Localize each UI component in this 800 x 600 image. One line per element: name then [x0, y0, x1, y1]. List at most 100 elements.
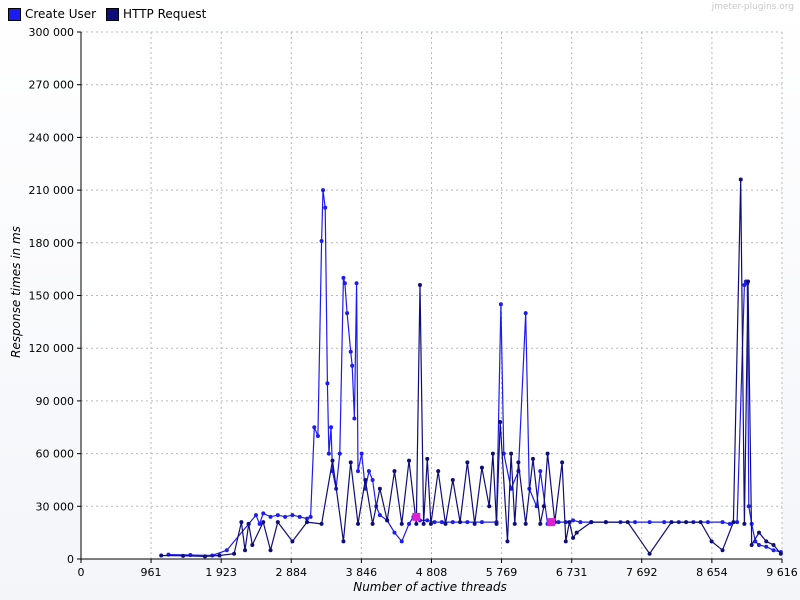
data-point [363, 477, 368, 482]
y-tick-label: 0 [67, 553, 74, 566]
data-point [261, 520, 266, 525]
data-point [578, 520, 583, 525]
data-point [560, 460, 565, 465]
data-point [356, 469, 361, 474]
data-point [330, 458, 335, 463]
data-point [342, 281, 347, 286]
data-point [589, 520, 594, 525]
data-point [746, 504, 751, 509]
y-tick-label: 60 000 [36, 448, 75, 461]
data-point [742, 282, 747, 287]
x-tick-label: 961 [141, 566, 162, 579]
legend-swatch-http-request [106, 7, 120, 21]
data-point [432, 520, 437, 525]
x-axis-label: Number of active threads [353, 580, 507, 594]
data-point [538, 469, 543, 474]
grid [80, 31, 783, 560]
data-point [421, 521, 426, 526]
data-point [764, 539, 769, 544]
data-point [366, 469, 371, 474]
y-tick-label: 180 000 [29, 237, 75, 250]
data-point [337, 451, 342, 456]
series-http-request [159, 177, 783, 559]
data-point [283, 514, 288, 519]
data-point [742, 521, 747, 526]
annotation-marker [547, 518, 556, 527]
data-point [756, 542, 761, 547]
data-point [647, 551, 652, 556]
axes: 0 30 000 60 000 90 000 120 000 150 000 180 000… [29, 26, 798, 579]
data-point [567, 520, 572, 525]
y-axis-label: Response times in ms [9, 226, 23, 358]
data-point [450, 477, 455, 482]
data-point [669, 520, 674, 525]
data-point [756, 530, 761, 535]
data-point [304, 520, 309, 525]
data-point [341, 539, 346, 544]
data-point [458, 520, 463, 525]
data-point [202, 554, 207, 559]
data-point [746, 279, 751, 284]
data-point [246, 521, 251, 526]
data-point [275, 520, 280, 525]
data-point [407, 521, 412, 526]
data-point [465, 520, 470, 525]
data-point [727, 521, 732, 526]
data-point [479, 520, 484, 525]
data-point [217, 553, 222, 558]
data-point [505, 539, 510, 544]
legend-item-http-request: HTTP Request [106, 7, 206, 21]
data-point [348, 460, 353, 465]
data-point [250, 542, 255, 547]
data-point [370, 477, 375, 482]
data-point [720, 520, 725, 525]
series-layer [159, 177, 783, 559]
data-point [731, 520, 736, 525]
data-point [479, 465, 484, 470]
data-point [425, 456, 430, 461]
data-point [545, 451, 550, 456]
data-point [625, 520, 630, 525]
data-point [735, 520, 740, 525]
data-point [425, 518, 430, 523]
data-point [439, 520, 444, 525]
data-point [181, 553, 186, 558]
data-point [749, 542, 754, 547]
data-point [764, 544, 769, 549]
y-tick-label: 120 000 [29, 342, 75, 355]
data-point [571, 535, 576, 540]
data-point [325, 381, 330, 386]
data-point [399, 539, 404, 544]
y-tick-label: 90 000 [36, 395, 75, 408]
legend-swatch-create-user [8, 7, 21, 21]
x-tick-label: 5 769 [486, 566, 518, 579]
data-point [498, 302, 503, 307]
y-tick-label: 300 000 [29, 26, 75, 39]
data-point [315, 434, 320, 439]
data-point [633, 520, 638, 525]
legend-item-create-user: Create User [8, 7, 96, 21]
y-tick-label: 210 000 [29, 184, 75, 197]
data-point [321, 188, 326, 193]
data-point [359, 451, 364, 456]
data-point [392, 530, 397, 535]
data-point [257, 521, 262, 526]
data-point [399, 521, 404, 526]
data-point [523, 311, 528, 316]
data-point [354, 281, 359, 286]
data-point [407, 458, 412, 463]
data-point [571, 518, 576, 523]
data-point [523, 521, 528, 526]
data-point [662, 520, 667, 525]
data-point [494, 521, 499, 526]
data-point [239, 520, 244, 525]
data-point [290, 513, 295, 518]
data-point [490, 451, 495, 456]
x-tick-label: 4 808 [416, 566, 448, 579]
y-tick-label: 30 000 [36, 500, 75, 513]
data-point [377, 513, 382, 518]
data-point [414, 521, 419, 526]
data-point [224, 548, 229, 553]
